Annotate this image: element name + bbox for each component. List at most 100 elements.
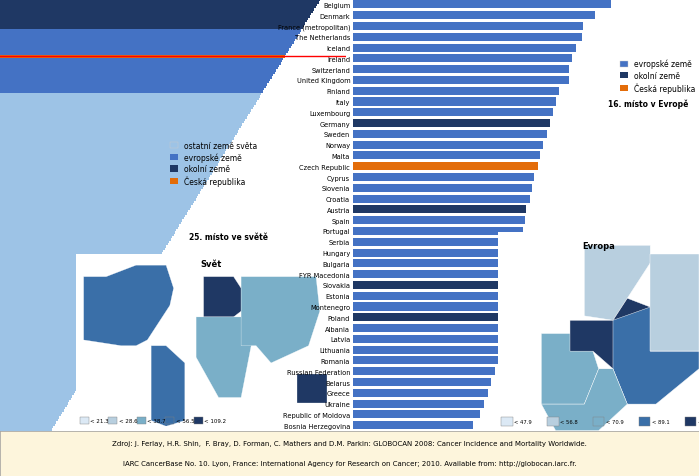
Bar [0,21,307,23]
Bar [0,239,171,241]
Bar [353,88,559,96]
Bar [0,274,149,276]
Bar [0,84,267,87]
Bar [0,89,264,91]
Bar [353,163,538,171]
Bar [0,375,85,377]
Bar [0,7,316,10]
Bar [0,269,152,271]
Bar [0,197,197,199]
Bar [0,159,220,161]
Bar [0,145,229,148]
Bar [0,290,138,293]
Bar [0,391,75,393]
Bar [0,148,228,150]
Bar [353,292,512,300]
Bar [353,184,532,192]
Legend: ostatní země světa, evropské země, okolní země, Česká republika: ostatní země světa, evropské země, okoln… [170,142,257,187]
Bar [353,217,525,225]
Bar [0,204,193,206]
Bar [0,400,69,403]
Bar [0,234,173,237]
Text: 25. místo ve světě: 25. místo ve světě [189,233,268,241]
Bar [0,276,147,278]
Bar [0,54,287,56]
Bar [0,108,252,110]
Bar [0,178,209,180]
Bar [0,14,311,16]
Bar [353,174,534,182]
Bar [353,410,480,418]
Bar [0,44,292,47]
Bar [0,419,58,421]
Bar [353,1,611,10]
Bar [0,35,298,38]
Bar [0,248,165,250]
Bar [0,367,90,370]
Bar [353,66,570,74]
Bar [0,63,280,66]
Bar [0,155,224,157]
Bar [0,222,181,225]
Bar [0,12,312,14]
Bar [0,321,120,323]
Bar [353,421,473,429]
Bar [0,302,131,304]
Bar [0,281,144,283]
Bar [0,255,160,258]
Bar [0,332,112,335]
Bar [0,30,301,33]
Bar [0,265,154,267]
Bar [353,109,552,117]
Bar [0,75,273,77]
Bar [0,122,244,124]
Text: IARC CancerBase No. 10. Lyon, France: International Agency for Research on Cance: IARC CancerBase No. 10. Lyon, France: In… [122,460,577,466]
Bar [0,344,105,347]
Bar [0,185,204,187]
Bar [0,309,127,311]
Bar [0,2,319,5]
Bar [0,129,240,131]
Bar [353,44,575,52]
Bar [0,124,243,127]
Bar [0,133,236,136]
Bar [0,262,156,265]
Bar [0,347,103,349]
Bar [353,98,556,106]
Bar [353,335,503,343]
Bar [353,314,507,322]
Bar [0,59,284,61]
Bar [353,249,519,257]
Bar [0,16,310,19]
Bar [0,26,304,28]
Bar [353,195,530,203]
Bar [0,288,140,290]
Bar [0,330,113,332]
Bar [0,171,213,173]
Bar [353,303,509,311]
Bar [0,166,216,169]
Bar [0,232,175,234]
Bar [0,379,82,382]
Bar [0,253,161,255]
Bar [0,131,238,133]
Bar [0,127,241,129]
Bar [353,281,513,289]
Bar [0,405,66,407]
Bar [353,12,595,20]
Bar [0,237,172,239]
Bar [0,28,303,30]
Bar [0,70,276,72]
Bar [0,388,77,391]
Bar [0,180,207,183]
Bar [0,0,320,2]
Bar [0,407,65,410]
Bar [0,99,259,100]
Bar [0,365,92,367]
Bar [353,77,569,85]
Bar [0,323,118,325]
Bar [0,314,124,316]
Bar [0,360,94,363]
Bar [0,398,71,400]
Bar [0,61,282,63]
